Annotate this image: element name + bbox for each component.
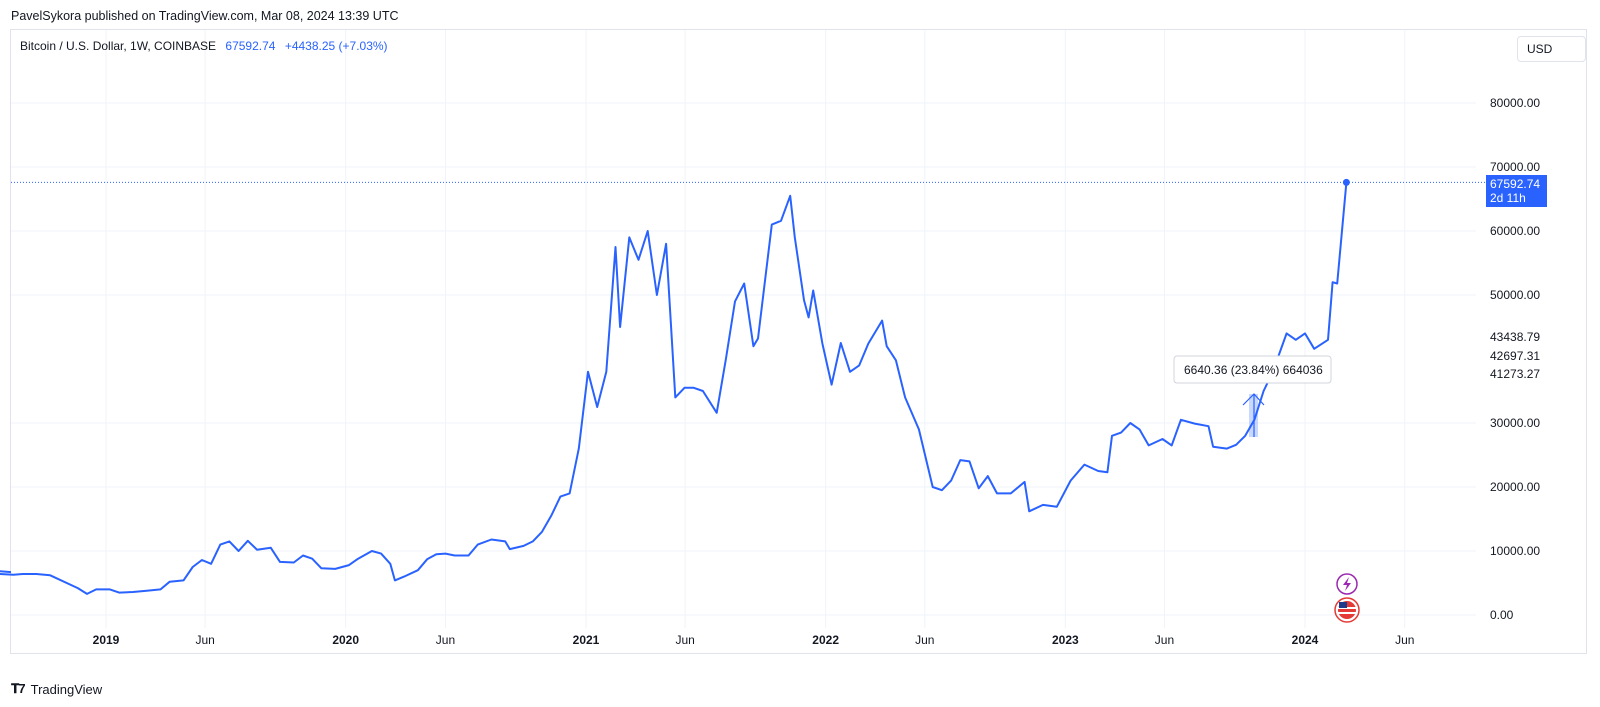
y-tick-label: 70000.00 — [1490, 160, 1540, 174]
brand-name: TradingView — [30, 681, 103, 697]
x-tick-label: 2023 — [1052, 633, 1079, 647]
price-label: 41273.27 — [1490, 367, 1540, 381]
x-tick-label: Jun — [1155, 633, 1174, 647]
lightning-event-icon[interactable] — [1336, 573, 1358, 595]
price-line — [0, 182, 1348, 595]
measure-label: 6640.36 (23.84%) 664036 — [1184, 363, 1323, 377]
price-tag-value: 67592.74 — [1490, 177, 1540, 191]
price-axis[interactable]: 0.00 10000.00 20000.00 30000.00 50000.00 6000… — [1490, 96, 1540, 622]
change-value: +4438.25 (+7.03%) — [284, 39, 388, 53]
price-tag-countdown: 2d 11h — [1490, 191, 1526, 205]
measure-tool[interactable]: 6640.36 (23.84%) 664036 — [1173, 355, 1332, 437]
x-tick-label: 2024 — [1292, 633, 1319, 647]
last-price-dot — [1342, 178, 1350, 186]
x-tick-label: Jun — [1395, 633, 1414, 647]
footer-branding[interactable]: 𝐓7 TradingView — [11, 681, 102, 697]
x-tick-label: 2020 — [332, 633, 359, 647]
x-tick-label: Jun — [915, 633, 934, 647]
currency-button[interactable]: USD — [1517, 36, 1586, 62]
symbol-legend: Bitcoin / U.S. Dollar, 1W, COINBASE 6759… — [20, 39, 388, 53]
y-tick-label: 80000.00 — [1490, 96, 1540, 110]
x-tick-label: 2019 — [93, 633, 120, 647]
last-value: 67592.74 — [225, 39, 276, 53]
y-tick-label: 60000.00 — [1490, 224, 1540, 238]
y-tick-label: 30000.00 — [1490, 416, 1540, 430]
published-by-line: PavelSykora published on TradingView.com… — [11, 9, 399, 23]
price-label: 42697.31 — [1490, 349, 1540, 363]
time-axis[interactable]: 2019 Jun 2020 Jun 2021 Jun 2022 Jun 2023 Jun 2024 J… — [93, 633, 1415, 647]
price-label: 43438.79 — [1490, 330, 1540, 344]
x-tick-label: 2022 — [812, 633, 839, 647]
tradingview-logo-icon: 𝐓7 — [11, 681, 26, 696]
y-tick-label: 20000.00 — [1490, 480, 1540, 494]
us-flag-event-icon[interactable] — [1334, 597, 1360, 623]
y-tick-label: 0.00 — [1490, 608, 1514, 622]
x-tick-label: Jun — [195, 633, 214, 647]
y-tick-label: 50000.00 — [1490, 288, 1540, 302]
grid-lines — [11, 30, 1476, 628]
x-tick-label: Jun — [675, 633, 694, 647]
price-tag: 67592.74 2d 11h — [1486, 175, 1547, 207]
chart-frame — [10, 29, 1587, 654]
y-tick-label: 10000.00 — [1490, 544, 1540, 558]
x-tick-label: 2021 — [573, 633, 600, 647]
symbol-title: Bitcoin / U.S. Dollar, 1W, COINBASE — [20, 39, 217, 53]
x-tick-label: Jun — [436, 633, 455, 647]
